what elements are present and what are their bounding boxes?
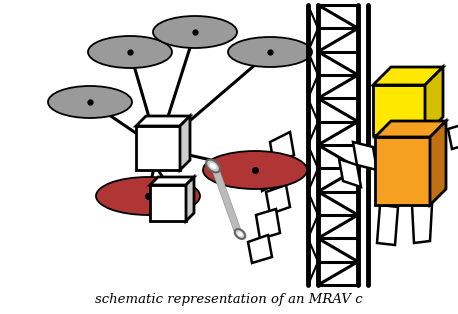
Ellipse shape (228, 37, 312, 67)
Polygon shape (256, 209, 280, 239)
Polygon shape (150, 177, 194, 185)
Polygon shape (375, 121, 446, 137)
Ellipse shape (237, 231, 243, 236)
Polygon shape (425, 67, 443, 135)
Polygon shape (353, 142, 377, 170)
Polygon shape (186, 177, 194, 221)
Text: schematic representation of an MRAV c: schematic representation of an MRAV c (95, 294, 363, 306)
Ellipse shape (153, 16, 237, 48)
Ellipse shape (235, 229, 245, 239)
Polygon shape (339, 159, 361, 187)
Polygon shape (373, 67, 443, 85)
Polygon shape (412, 205, 432, 243)
Ellipse shape (206, 160, 220, 172)
Ellipse shape (96, 177, 200, 215)
Polygon shape (136, 116, 190, 126)
Polygon shape (150, 185, 186, 221)
Polygon shape (136, 126, 180, 170)
Ellipse shape (203, 151, 307, 189)
Ellipse shape (88, 36, 172, 68)
Polygon shape (430, 121, 446, 205)
Polygon shape (377, 205, 398, 245)
Polygon shape (180, 116, 190, 170)
Ellipse shape (210, 163, 217, 169)
Polygon shape (448, 123, 458, 149)
Polygon shape (266, 185, 290, 214)
Polygon shape (258, 157, 282, 191)
Polygon shape (373, 85, 425, 135)
Ellipse shape (48, 86, 132, 118)
Polygon shape (375, 137, 430, 205)
Polygon shape (248, 235, 272, 263)
Polygon shape (270, 132, 294, 165)
